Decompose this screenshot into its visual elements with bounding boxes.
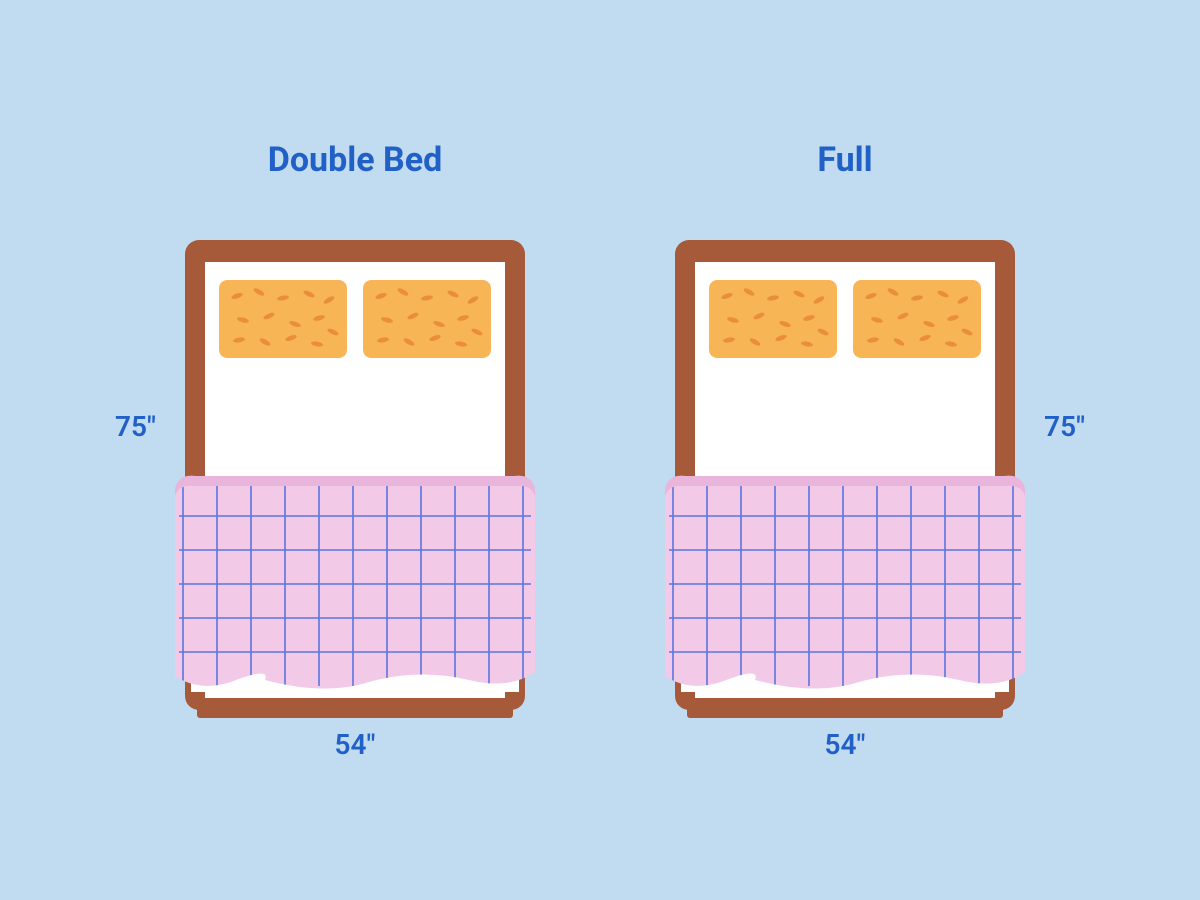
bed-wrap: 75" xyxy=(185,240,525,710)
bed-wrap: 75" xyxy=(675,240,1015,710)
pillow-icon xyxy=(363,280,491,358)
height-dimension-label: 75" xyxy=(1044,410,1085,443)
pillow-icon xyxy=(219,280,347,358)
bed-illustration xyxy=(675,240,1015,710)
blanket xyxy=(171,470,539,706)
foot-frame xyxy=(197,698,513,718)
width-dimension-label: 54" xyxy=(335,728,376,761)
height-dimension-label: 75" xyxy=(115,410,156,443)
pillow-icon xyxy=(709,280,837,358)
bed-illustration xyxy=(185,240,525,710)
blanket xyxy=(661,470,1029,706)
pillows-row xyxy=(219,280,491,358)
width-dimension-label: 54" xyxy=(825,728,866,761)
foot-frame xyxy=(687,698,1003,718)
pillow-icon xyxy=(853,280,981,358)
pillows-row xyxy=(709,280,981,358)
bed-title: Full xyxy=(817,140,872,180)
infographic-canvas: Double Bed 75" 54" Ful xyxy=(0,0,1200,900)
bed-group-double: Double Bed 75" 54" xyxy=(185,140,525,761)
bed-title: Double Bed xyxy=(268,140,442,180)
bed-group-full: Full 75" 54" xyxy=(675,140,1015,761)
